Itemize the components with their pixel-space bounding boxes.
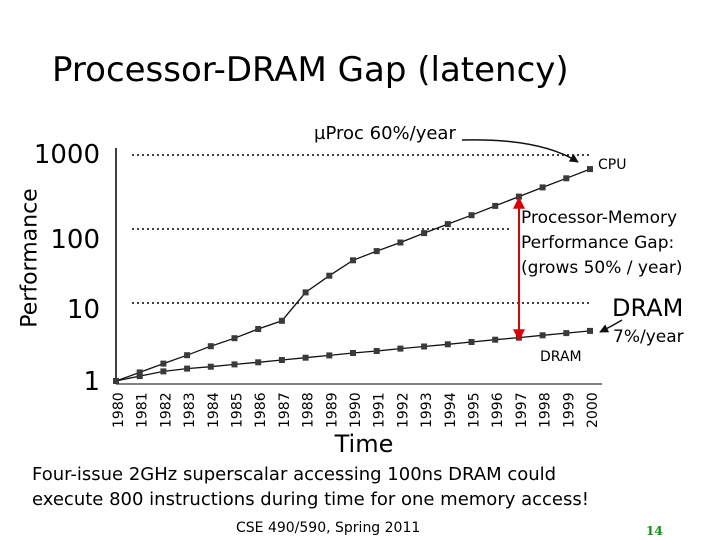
x-tick-label-1983: 1983	[182, 392, 198, 428]
cpu-line-label: CPU	[598, 157, 626, 173]
slide-title: Processor-DRAM Gap (latency)	[52, 50, 569, 90]
caption: Four-issue 2GHz superscalar accessing 10…	[32, 462, 589, 512]
x-tick-label-1993: 1993	[419, 392, 435, 428]
cpu-point-1981	[136, 369, 143, 376]
cpu-point-1986	[255, 326, 262, 332]
cpu-point-1984	[207, 343, 214, 350]
cpu-point-1987	[278, 317, 285, 324]
cpu-point-1999	[563, 175, 570, 182]
x-tick-label-1982: 1982	[158, 392, 174, 428]
x-tick-label-1984: 1984	[206, 392, 222, 428]
dram-point-1988	[302, 354, 309, 361]
x-tick-label-1989: 1989	[324, 392, 340, 428]
cpu-point-1991	[373, 248, 380, 255]
dram-point-1984	[207, 363, 214, 370]
x-tick-labels: 1980 1981 1982 1983 1984 1985 1986 1987 1988 1989…	[111, 392, 601, 428]
dram-label-arrow	[599, 319, 623, 333]
dram-point-1999	[563, 330, 570, 337]
dram-point-1982	[160, 368, 167, 375]
x-tick-label-1995: 1995	[467, 392, 483, 428]
x-tick-label-1985: 1985	[230, 392, 246, 428]
dram-point-1996	[492, 336, 499, 343]
x-tick-label-1987: 1987	[277, 392, 293, 428]
dram-point-1983	[184, 365, 191, 372]
cpu-point-1989	[326, 272, 333, 279]
caption-line-1: Four-issue 2GHz superscalar accessing 10…	[32, 464, 557, 485]
cpu-point-1995	[468, 212, 475, 219]
cpu-markers	[113, 166, 593, 384]
gap-label-line3: (grows 50% / year)	[521, 258, 682, 278]
cpu-point-1990	[350, 257, 356, 264]
cpu-point-1988	[302, 289, 309, 296]
cpu-growth-label: µProc 60%/year	[314, 123, 456, 144]
cpu-point-1996	[492, 202, 499, 209]
cpu-label-arrow	[461, 139, 579, 163]
dram-point-1992	[397, 345, 404, 352]
x-tick-label-2000: 2000	[585, 392, 601, 428]
x-tick-label-1988: 1988	[301, 392, 317, 428]
x-tick-label-1981: 1981	[135, 392, 151, 428]
x-tick-label-1999: 1999	[561, 392, 577, 428]
page-number: 14	[646, 524, 663, 538]
cpu-point-1997	[515, 193, 522, 200]
x-tick-label-1990: 1990	[348, 392, 364, 428]
x-tick-label-1980: 1980	[111, 392, 127, 428]
x-tick-label-1994: 1994	[443, 392, 459, 428]
dram-label: DRAM	[612, 294, 683, 322]
cpu-point-1998	[539, 184, 546, 191]
dram-point-1998	[539, 332, 546, 339]
dram-point-1981	[136, 373, 143, 380]
gap-label-line2: Performance Gap:	[521, 233, 674, 253]
cpu-point-1993	[421, 230, 428, 237]
dram-point-1989	[326, 352, 333, 359]
dram-point-1995	[468, 339, 475, 345]
y-tick-label-1000: 1000	[33, 140, 100, 170]
dram-point-1986	[255, 359, 262, 366]
dram-point-1985	[231, 361, 238, 368]
dram-point-1991	[373, 348, 380, 354]
x-tick-label-1992: 1992	[395, 392, 411, 428]
gap-label-line1: Processor-Memory	[521, 208, 677, 228]
cpu-point-1982	[160, 360, 167, 367]
dram-point-1993	[421, 343, 428, 350]
y-tick-label-10: 10	[66, 295, 100, 325]
dram-point-1990	[350, 350, 356, 356]
dram-growth-label: 7%/year	[613, 327, 684, 347]
cpu-point-1985	[231, 335, 238, 342]
cpu-point-1983	[184, 352, 191, 359]
dram-point-2000	[587, 327, 593, 334]
caption-line-2: execute 800 instructions during time for…	[32, 489, 589, 510]
dram-point-1980	[113, 378, 119, 384]
cpu-point-2000	[587, 166, 593, 173]
y-tick-label-100: 100	[50, 225, 100, 255]
x-tick-label-1991: 1991	[372, 392, 388, 428]
cpu-point-1992	[397, 239, 404, 246]
x-tick-label-1997: 1997	[514, 392, 530, 428]
footer: CSE 490/590, Spring 2011	[236, 520, 421, 536]
x-axis-label: Time	[334, 430, 394, 458]
x-tick-label-1998: 1998	[538, 392, 554, 428]
x-tick-label-1986: 1986	[253, 392, 269, 428]
cpu-point-1994	[444, 221, 451, 228]
y-tick-label-1: 1	[83, 367, 100, 397]
dram-point-1994	[444, 341, 451, 348]
dram-point-1987	[278, 357, 285, 363]
dram-line-label: DRAM	[540, 349, 582, 365]
x-tick-label-1996: 1996	[490, 392, 506, 428]
